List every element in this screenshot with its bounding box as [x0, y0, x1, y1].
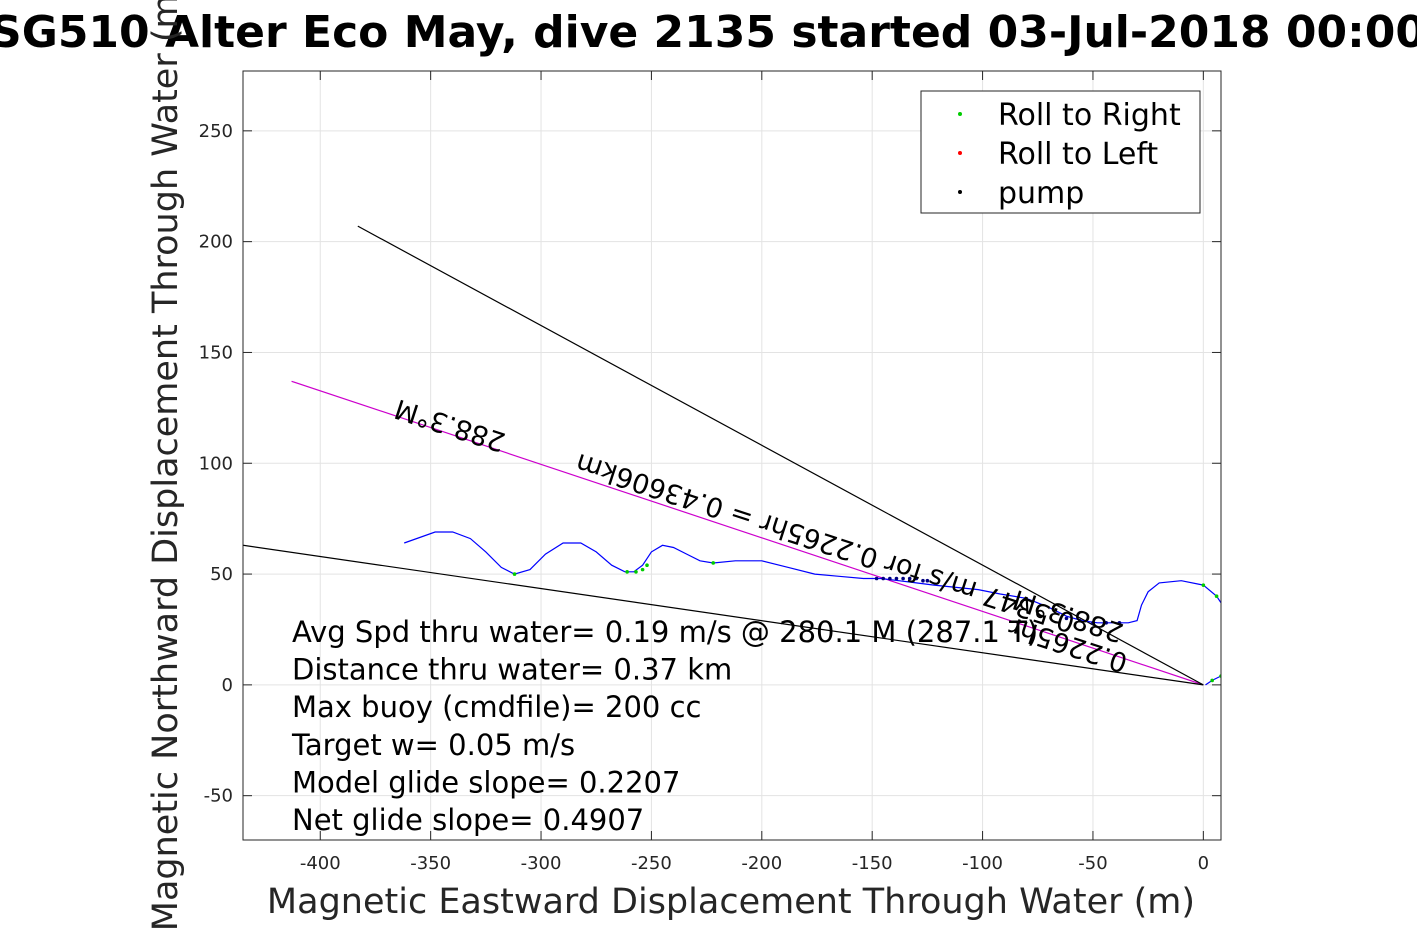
stat-line: Distance thru water= 0.37 km — [292, 653, 732, 687]
reference-lines — [243, 225, 1204, 686]
roll-right-point — [645, 563, 649, 567]
y-axis-ticks: -50 0 50 100 150 200 250 — [199, 121, 1221, 807]
y-tick-label: 0 — [222, 675, 233, 696]
x-tick-label: 0 — [1198, 853, 1209, 874]
stat-line: Net glide slope= 0.4907 — [292, 803, 644, 837]
roll-right-point — [634, 570, 638, 574]
roll-right-point — [625, 570, 629, 574]
roll-right-point — [711, 561, 716, 565]
y-tick-label: 150 — [199, 342, 233, 363]
legend-marker — [958, 190, 962, 194]
y-tick-label: -50 — [204, 786, 233, 807]
pump-point — [1091, 621, 1095, 625]
lower-line-line — [243, 544, 1204, 686]
legend-marker — [958, 112, 962, 116]
pump-point — [1077, 618, 1082, 623]
roll-right-point — [1237, 659, 1241, 663]
pump-point — [1064, 616, 1069, 621]
roll-right-point — [512, 572, 517, 576]
x-tick-label: -200 — [741, 853, 782, 874]
pump-point — [1117, 621, 1122, 625]
pump-point — [1104, 621, 1109, 625]
roll-right-point — [1239, 634, 1243, 638]
pump-point — [914, 576, 919, 581]
stat-line: Target w= 0.05 m/s — [291, 728, 575, 762]
pump-point — [901, 576, 905, 581]
current-line-line — [357, 225, 1204, 686]
heading-288-line — [291, 380, 1204, 686]
x-tick-label: -350 — [410, 853, 451, 874]
pump-point — [894, 576, 899, 581]
legend-label: pump — [998, 176, 1084, 211]
x-tick-label: -100 — [962, 853, 1003, 874]
stat-line: Model glide slope= 0.2207 — [292, 765, 680, 799]
legend-label: Roll to Left — [998, 137, 1158, 172]
y-tick-label: 50 — [210, 564, 233, 585]
stat-line: Max buoy (cmdfile)= 200 cc — [292, 690, 701, 724]
y-tick-label: 250 — [199, 121, 233, 142]
pump-point — [888, 576, 892, 581]
legend-box — [920, 90, 1201, 214]
roll-right-point — [640, 567, 645, 572]
x-axis-label: Magnetic Eastward Displacement Through W… — [267, 882, 1195, 922]
legend-marker — [958, 151, 962, 155]
roll-right-point — [1201, 583, 1206, 587]
x-tick-label: -50 — [1078, 853, 1107, 874]
pump-point — [925, 578, 930, 583]
pump-point — [907, 576, 912, 581]
pump-point — [921, 578, 925, 583]
roll-right-point — [1232, 621, 1236, 625]
roll-right-point — [1214, 594, 1219, 599]
roll-right-point — [1228, 668, 1232, 672]
stat-line: Avg Spd thru water= 0.19 m/s @ 280.1 M (… — [292, 615, 1038, 649]
x-tick-label: -400 — [300, 853, 341, 874]
y-tick-label: 100 — [199, 453, 233, 474]
roll-right-point — [1241, 648, 1245, 652]
pump-point — [881, 576, 886, 581]
x-tick-label: -150 — [852, 853, 893, 874]
legend: Roll to Right Roll to Left pump — [920, 90, 1201, 214]
roll-right-point — [1224, 608, 1228, 612]
plot-frame — [242, 70, 1222, 841]
x-tick-label: -300 — [521, 853, 562, 874]
y-axis-label: Magnetic Northward Displacement Through … — [146, 0, 186, 931]
roll-pump-markers — [512, 561, 1245, 683]
legend-label: Roll to Right — [998, 98, 1181, 133]
dive-statistics: Avg Spd thru water= 0.19 m/s @ 280.1 M (… — [291, 615, 1038, 837]
x-tick-label: -250 — [631, 853, 672, 874]
x-axis-ticks: -400 -350 -300 -250 -200 -150 -100 -50 0 — [300, 71, 1209, 874]
pump-point — [874, 576, 879, 581]
y-tick-label: 200 — [199, 232, 233, 253]
chart-title: SG510 Alter Eco May, dive 2135 started 0… — [0, 7, 1417, 58]
roll-right-point — [1210, 678, 1214, 683]
